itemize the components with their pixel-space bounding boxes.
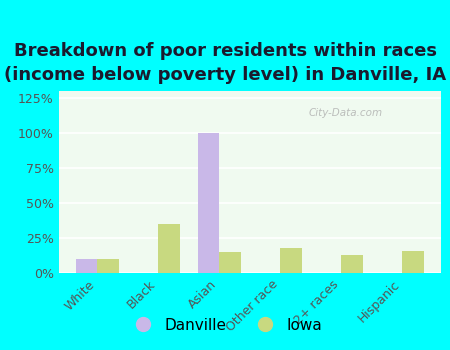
Bar <box>341 255 363 273</box>
Bar <box>97 259 119 273</box>
Bar <box>158 224 180 273</box>
Bar <box>280 248 302 273</box>
Bar <box>402 251 423 273</box>
Bar <box>198 133 219 273</box>
Text: Breakdown of poor residents within races
(income below poverty level) in Danvill: Breakdown of poor residents within races… <box>4 42 446 84</box>
Bar <box>76 259 97 273</box>
Text: City-Data.com: City-Data.com <box>308 108 382 118</box>
Bar <box>219 252 241 273</box>
Legend: Danville, Iowa: Danville, Iowa <box>122 312 328 339</box>
